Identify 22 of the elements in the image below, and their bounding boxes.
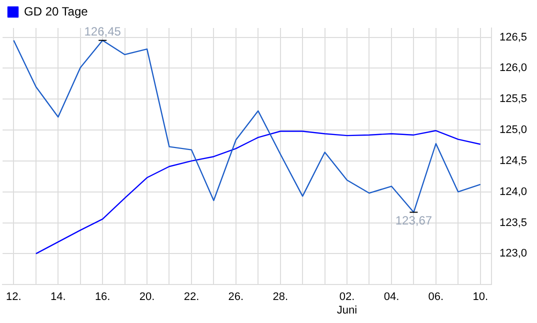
x-tick-label: 04. <box>384 291 400 304</box>
y-tick-label: 125,5 <box>499 93 528 106</box>
x-tick-label: 06. <box>428 291 444 304</box>
data-label: 126,45 <box>84 24 122 39</box>
x-tick-label: 16. <box>94 291 110 304</box>
x-tick-label: 26. <box>228 291 244 304</box>
data-label: 123,67 <box>395 214 432 228</box>
y-tick-label: 123,5 <box>499 216 528 229</box>
y-tick-label: 125,0 <box>499 124 528 136</box>
x-tick-label: 02. Juni <box>336 291 358 316</box>
x-tick-label: 12. <box>6 291 22 304</box>
x-tick-label: 14. <box>50 291 66 304</box>
y-tick-label: 126,0 <box>499 62 528 74</box>
x-tick-label: 10. <box>472 291 488 304</box>
y-tick-label: 124,0 <box>499 186 528 198</box>
legend-label: GD 20 Tage <box>24 4 88 18</box>
y-tick-label: 123,0 <box>499 248 528 260</box>
y-tick-label: 126,5 <box>499 31 528 44</box>
x-tick-label: 28. <box>272 291 288 304</box>
y-tick-label: 124,5 <box>499 154 528 167</box>
x-tick-label: 20. <box>139 291 155 304</box>
x-tick-label: 22. <box>184 291 200 304</box>
